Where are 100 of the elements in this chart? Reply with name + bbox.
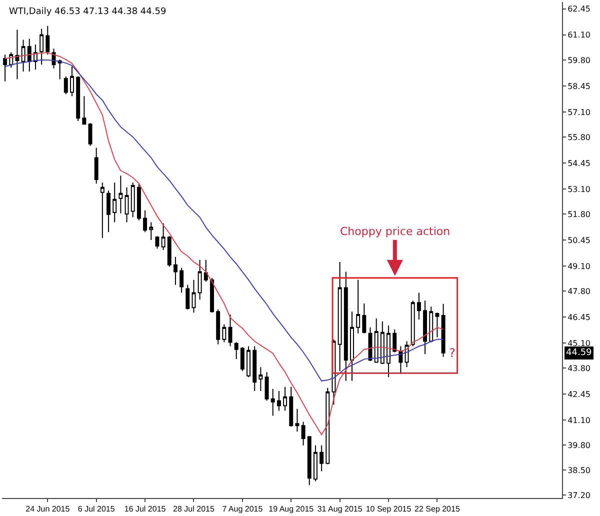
x-tick-label: 7 Aug 2015 xyxy=(222,504,264,514)
candlestick xyxy=(429,306,434,342)
candlestick xyxy=(276,390,281,412)
candlestick xyxy=(350,311,354,382)
x-tick-label: 19 Aug 2015 xyxy=(268,504,314,514)
candlestick xyxy=(435,312,440,338)
y-tick-label: 51.80 xyxy=(568,210,591,219)
y-tick-label: 45.10 xyxy=(568,338,591,348)
annotation: Choppy price action xyxy=(340,225,450,238)
y-tick-label: 58.45 xyxy=(568,82,591,91)
candlestick xyxy=(46,25,50,56)
candlestick xyxy=(94,147,98,184)
x-tick-label: 16 Jul 2015 xyxy=(124,504,166,514)
candlestick xyxy=(320,444,324,472)
candlestick xyxy=(246,346,251,378)
candlestick xyxy=(100,182,104,239)
candlestick xyxy=(76,76,80,122)
y-tick-label: 38.50 xyxy=(568,466,591,475)
y-tick-label: 37.20 xyxy=(568,490,591,500)
candlestick xyxy=(180,267,184,294)
candlestick xyxy=(392,329,397,353)
candlestick xyxy=(216,309,220,345)
y-tick-label: 49.10 xyxy=(568,262,591,271)
y-tick-label: 42.45 xyxy=(568,390,591,399)
y-tick-label: 61.10 xyxy=(568,30,591,40)
candlestick xyxy=(70,66,74,97)
candlestick xyxy=(295,408,300,432)
candlestick xyxy=(112,182,117,223)
candlestick xyxy=(161,222,166,250)
candlestick xyxy=(228,314,232,347)
candlestick xyxy=(3,54,8,82)
y-tick-label: 57.10 xyxy=(568,108,591,117)
candlestick xyxy=(313,444,318,482)
candlestick xyxy=(40,28,44,66)
x-tick-label: 28 Jul 2015 xyxy=(173,504,215,514)
candlestick xyxy=(307,436,312,486)
text: WTI,Daily 46.53 47.13 44.38 44.59 xyxy=(9,7,166,18)
candlestick xyxy=(149,222,154,240)
y-tick-label: 47.80 xyxy=(568,286,591,296)
y-tick-label: 43.80 xyxy=(568,364,591,373)
text: 44.59 xyxy=(566,348,592,358)
y-tick-label: 62.45 xyxy=(568,4,591,14)
candlestick xyxy=(124,186,129,223)
x-tick-label: 24 Jun 2015 xyxy=(26,504,70,514)
candlestick xyxy=(356,279,360,334)
candlestick xyxy=(143,210,148,233)
candlestick xyxy=(186,284,190,310)
candlestick xyxy=(234,342,238,360)
candlestick xyxy=(338,261,342,372)
candlestick xyxy=(326,387,330,465)
x-tick-label: 6 Jul 2015 xyxy=(78,504,116,514)
candlestick xyxy=(198,259,202,300)
candlestick xyxy=(380,320,384,365)
candlestick xyxy=(398,346,403,374)
candlestick xyxy=(88,122,92,146)
candlestick xyxy=(155,236,160,250)
y-tick-label: 59.80 xyxy=(568,56,591,65)
candlestick xyxy=(374,318,378,363)
candlestick xyxy=(301,421,306,446)
candlestick xyxy=(258,366,263,392)
y-tick-label: 39.80 xyxy=(568,440,591,450)
candlestick xyxy=(192,279,196,314)
candlestick xyxy=(344,271,348,382)
candlestick xyxy=(27,38,32,72)
candlestick xyxy=(289,386,294,428)
candlestick xyxy=(15,29,20,80)
candlestick xyxy=(136,183,141,221)
x-tick-label: 10 Sep 2015 xyxy=(366,504,412,514)
candlestick xyxy=(410,300,415,347)
y-tick-label: 53.10 xyxy=(568,184,591,194)
candlestick xyxy=(240,346,244,372)
candlestick xyxy=(386,324,391,378)
candlestick xyxy=(368,326,372,362)
candlestick xyxy=(416,292,421,320)
candlestick xyxy=(118,175,123,214)
candlestick xyxy=(106,190,111,233)
y-tick-label: 55.80 xyxy=(568,132,591,142)
candlestick xyxy=(210,277,214,314)
x-tick-label: 31 Aug 2015 xyxy=(317,504,363,514)
candlestick xyxy=(222,324,226,343)
y-tick-label: 46.45 xyxy=(568,312,591,322)
x-tick-label: 22 Sep 2015 xyxy=(414,504,460,514)
candlestick xyxy=(21,39,26,72)
text: ? xyxy=(449,346,456,360)
candlestick xyxy=(423,300,428,355)
candlestick xyxy=(362,303,366,334)
candlestick xyxy=(82,96,86,125)
candlestick xyxy=(130,182,135,218)
candlestick xyxy=(173,256,178,286)
candlestick xyxy=(283,386,288,412)
candlestick xyxy=(441,303,446,358)
candlestick xyxy=(64,76,68,95)
y-tick-label: 50.45 xyxy=(568,236,591,245)
candlestick xyxy=(264,372,269,402)
y-tick-label: 41.10 xyxy=(568,416,591,425)
candlestick xyxy=(167,236,172,268)
candlestick xyxy=(252,346,257,392)
candlestick xyxy=(204,259,208,282)
y-tick-label: 54.45 xyxy=(568,158,591,168)
candlestick xyxy=(270,388,275,416)
